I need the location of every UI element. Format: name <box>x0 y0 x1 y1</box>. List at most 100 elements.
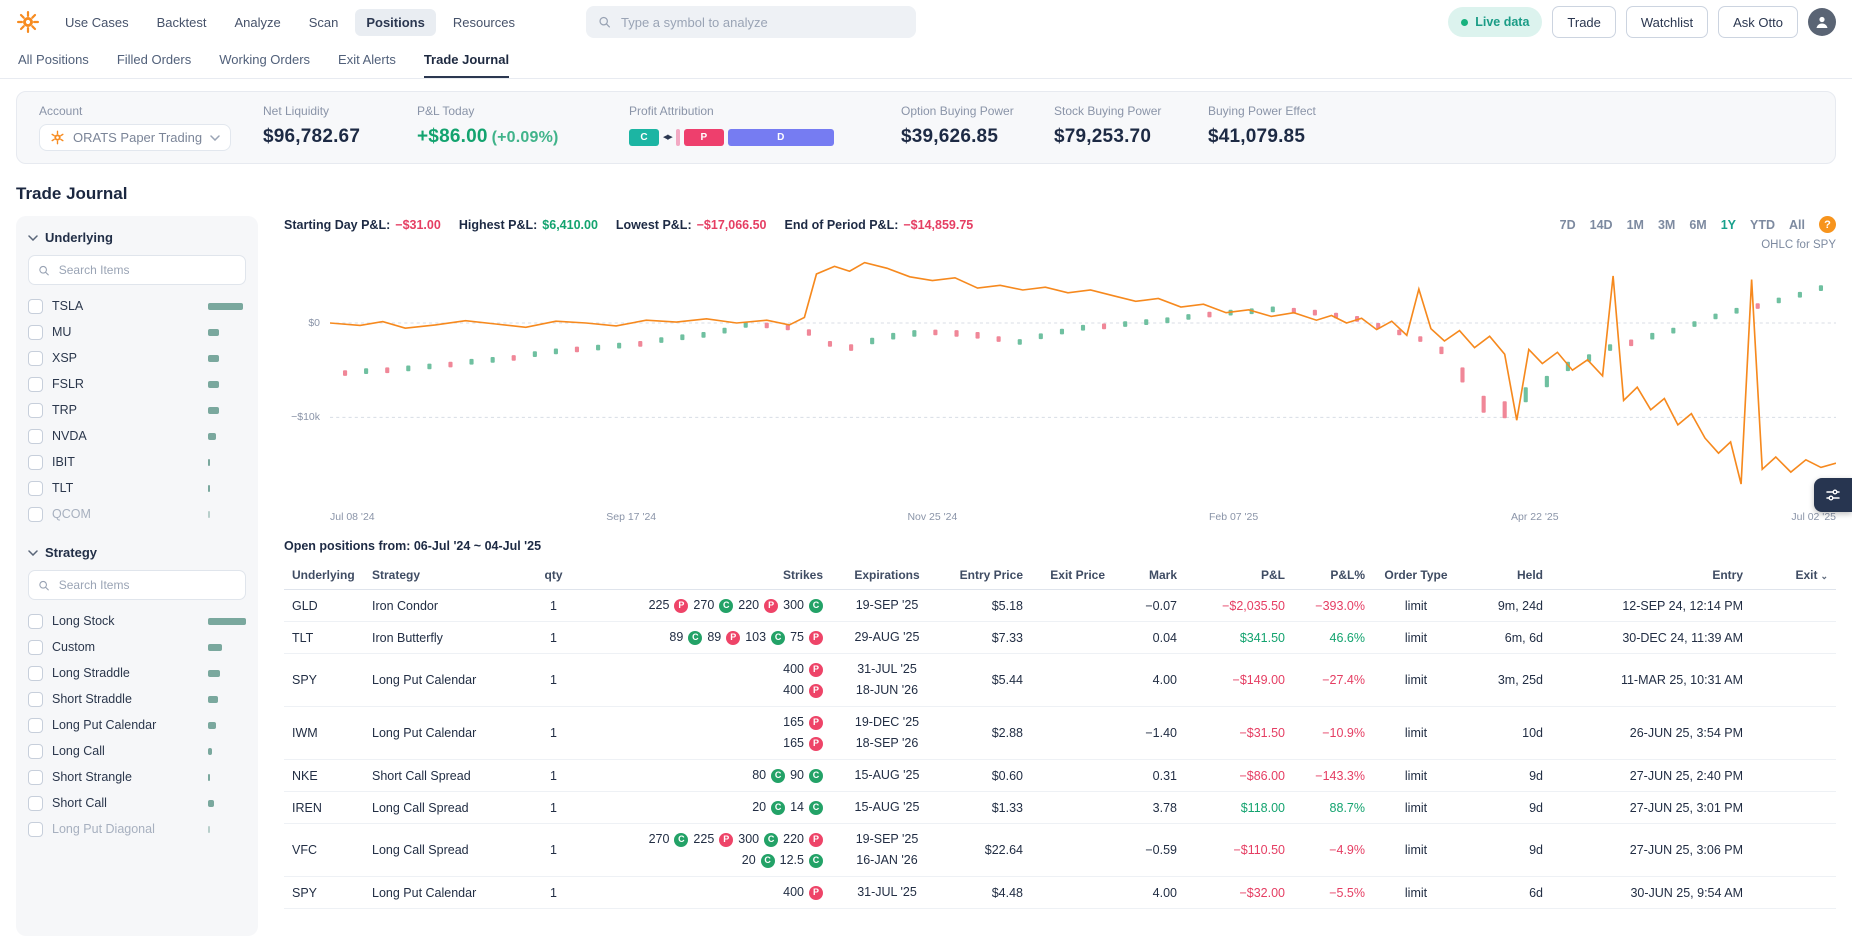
range-all[interactable]: All <box>1789 217 1805 232</box>
table-row[interactable]: GLD Iron Condor 1 225 P 270 C 220 P 300 C 19-SEP '2… <box>284 589 1836 622</box>
nav-item-backtest[interactable]: Backtest <box>156 14 207 30</box>
table-row[interactable]: SPY Long Put Calendar 1 400 P 400 P 31-JUL '25 1… <box>284 653 1836 707</box>
trade-button[interactable]: Trade <box>1552 6 1616 38</box>
filter-checkbox[interactable] <box>28 821 43 837</box>
column-header-p-l[interactable]: P&L <box>1185 561 1293 590</box>
filter-checkbox[interactable] <box>28 613 43 629</box>
range-3m[interactable]: 3M <box>1657 217 1676 232</box>
range-7d[interactable]: 7D <box>1559 217 1576 232</box>
filter-item-long-put-diagonal[interactable]: Long Put Diagonal <box>28 816 246 842</box>
filter-section-header-underlying[interactable]: Underlying <box>28 230 246 245</box>
range-14d[interactable]: 14D <box>1589 217 1613 232</box>
filter-item-short-strangle[interactable]: Short Strangle <box>28 764 246 790</box>
watchlist-button[interactable]: Watchlist <box>1625 6 1709 38</box>
column-header-qty[interactable]: qty <box>526 561 581 590</box>
filter-item-xsp[interactable]: XSP <box>28 345 246 371</box>
filter-item-tsla[interactable]: TSLA <box>28 293 246 319</box>
filter-item-long-call[interactable]: Long Call <box>28 738 246 764</box>
filter-checkbox[interactable] <box>28 743 43 759</box>
chart-settings-button[interactable] <box>1814 478 1852 512</box>
filter-checkbox[interactable] <box>28 639 43 655</box>
column-header-exit-price[interactable]: Exit Price <box>1031 561 1113 590</box>
range-6m[interactable]: 6M <box>1689 217 1707 232</box>
filter-item-long-stock[interactable]: Long Stock <box>28 608 246 634</box>
filter-search-underlying[interactable] <box>28 255 246 285</box>
column-header-held[interactable]: Held <box>1459 561 1551 590</box>
exit-sort-icon[interactable]: ⌄ <box>1820 571 1828 581</box>
filter-checkbox[interactable] <box>28 402 43 418</box>
filter-checkbox[interactable] <box>28 717 43 733</box>
symbol-search-input[interactable] <box>619 13 904 31</box>
nav-item-resources[interactable]: Resources <box>452 14 515 30</box>
filter-item-label: Long Call <box>52 744 105 758</box>
table-row[interactable]: SPY Long Put Calendar 1 400 P 31-JUL '25 $4.48… <box>284 876 1836 909</box>
filter-item-short-straddle[interactable]: Short Straddle <box>28 686 246 712</box>
filter-search-input[interactable] <box>56 577 236 593</box>
filter-item-tlt[interactable]: TLT <box>28 475 246 501</box>
filter-item-fslr[interactable]: FSLR <box>28 371 246 397</box>
table-row[interactable]: IWM Long Put Calendar 1 165 P 165 P 19-DEC '25 1… <box>284 706 1836 760</box>
filter-checkbox[interactable] <box>28 480 43 496</box>
filter-section-header-strategy[interactable]: Strategy <box>28 545 246 560</box>
column-header-entry[interactable]: Entry <box>1551 561 1751 590</box>
nav-item-analyze[interactable]: Analyze <box>234 14 281 30</box>
cell-qty: 1 <box>526 653 581 707</box>
filter-search-strategy[interactable] <box>28 570 246 600</box>
filter-checkbox[interactable] <box>28 795 43 811</box>
nav-item-scan[interactable]: Scan <box>308 14 339 30</box>
filter-item-custom[interactable]: Custom <box>28 634 246 660</box>
filter-item-long-put-calendar[interactable]: Long Put Calendar <box>28 712 246 738</box>
filter-item-nvda[interactable]: NVDA <box>28 423 246 449</box>
tab-trade-journal[interactable]: Trade Journal <box>423 52 510 78</box>
column-header-underlying[interactable]: Underlying <box>284 561 364 590</box>
column-header-exit[interactable]: Exit ⌄ <box>1751 561 1836 590</box>
table-row[interactable]: VFC Long Call Spread 1 270 C 225 P 300 C 220 P 20 C 1… <box>284 823 1836 877</box>
filter-item-mu[interactable]: MU <box>28 319 246 345</box>
help-icon[interactable]: ? <box>1819 216 1836 233</box>
tab-all-positions[interactable]: All Positions <box>18 52 89 67</box>
range-1y[interactable]: 1Y <box>1720 217 1737 232</box>
orats-logo[interactable] <box>16 10 40 34</box>
filter-item-ibit[interactable]: IBIT <box>28 449 246 475</box>
filter-checkbox[interactable] <box>28 350 43 366</box>
user-avatar[interactable] <box>1808 8 1836 36</box>
table-row[interactable]: IREN Long Call Spread 1 20 C 14 C 15-AUG '25 $1.… <box>284 791 1836 824</box>
filter-checkbox[interactable] <box>28 428 43 444</box>
filter-item-qcom[interactable]: QCOM <box>28 501 246 527</box>
column-header-entry-price[interactable]: Entry Price <box>943 561 1031 590</box>
filter-checkbox[interactable] <box>28 324 43 340</box>
filter-checkbox[interactable] <box>28 691 43 707</box>
filter-item-label: MU <box>52 325 72 339</box>
filter-item-short-call[interactable]: Short Call <box>28 790 246 816</box>
filter-item-trp[interactable]: TRP <box>28 397 246 423</box>
range-ytd[interactable]: YTD <box>1750 217 1776 232</box>
tab-working-orders[interactable]: Working Orders <box>219 52 311 67</box>
account-selector[interactable]: ORATS Paper Trading <box>39 124 232 151</box>
column-header-p-l[interactable]: P&L% <box>1293 561 1373 590</box>
nav-item-positions[interactable]: Positions <box>355 8 436 36</box>
column-header-strikes[interactable]: Strikes <box>581 561 831 590</box>
tab-exit-alerts[interactable]: Exit Alerts <box>338 52 396 67</box>
filter-search-input[interactable] <box>56 262 236 278</box>
column-header-expirations[interactable]: Expirations <box>831 561 943 590</box>
filter-checkbox[interactable] <box>28 665 43 681</box>
filter-checkbox[interactable] <box>28 376 43 392</box>
tab-filled-orders[interactable]: Filled Orders <box>116 52 192 67</box>
range-1m[interactable]: 1M <box>1626 217 1644 232</box>
pnl-chart[interactable]: $0 −$10k <box>284 257 1836 507</box>
live-data-badge[interactable]: Live data <box>1448 7 1543 37</box>
x-axis-label: Feb 07 '25 <box>1208 511 1259 523</box>
filter-item-long-straddle[interactable]: Long Straddle <box>28 660 246 686</box>
column-header-mark[interactable]: Mark <box>1113 561 1185 590</box>
column-header-strategy[interactable]: Strategy <box>364 561 526 590</box>
ask-otto-button[interactable]: Ask Otto <box>1718 6 1798 38</box>
filter-checkbox[interactable] <box>28 454 43 470</box>
table-row[interactable]: NKE Short Call Spread 1 80 C 90 C 15-AUG '25 $0.… <box>284 759 1836 792</box>
symbol-search[interactable] <box>585 6 916 38</box>
filter-checkbox[interactable] <box>28 506 43 522</box>
column-header-order-type[interactable]: Order Type <box>1373 561 1459 590</box>
filter-checkbox[interactable] <box>28 769 43 785</box>
nav-item-use-cases[interactable]: Use Cases <box>65 14 129 30</box>
table-row[interactable]: TLT Iron Butterfly 1 89 C 89 P 103 C 75 P 29-AUG '2… <box>284 621 1836 654</box>
filter-checkbox[interactable] <box>28 298 43 314</box>
